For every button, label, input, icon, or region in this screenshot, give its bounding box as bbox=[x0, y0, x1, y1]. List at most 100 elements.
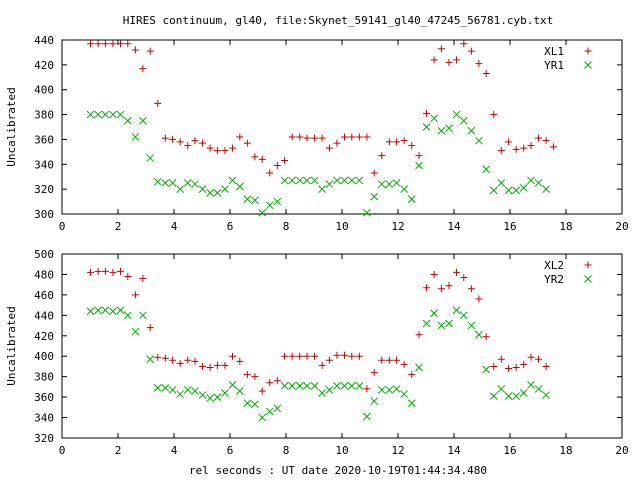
data-point bbox=[109, 268, 117, 276]
data-point bbox=[400, 390, 409, 398]
data-point bbox=[281, 352, 289, 360]
data-point bbox=[482, 365, 491, 374]
data-point bbox=[542, 362, 550, 370]
data-point bbox=[87, 268, 95, 276]
data-point bbox=[109, 40, 117, 48]
data-point bbox=[243, 139, 251, 147]
legend-label: YR1 bbox=[544, 59, 564, 72]
data-point bbox=[311, 134, 319, 142]
data-point bbox=[475, 295, 483, 303]
data-point bbox=[430, 114, 438, 123]
plot-panels: 0 2 4 6 8 10 12 14 16 18 2030032034036038040042044… bbox=[5, 34, 629, 457]
x-tick-label: 18 bbox=[559, 444, 572, 457]
data-point bbox=[512, 145, 520, 153]
data-point bbox=[258, 155, 266, 163]
x-tick-label: 18 bbox=[559, 220, 572, 233]
data-point bbox=[176, 138, 184, 146]
data-point bbox=[235, 387, 244, 395]
data-point bbox=[534, 179, 543, 187]
data-point bbox=[520, 144, 528, 152]
y-tick-label: 400 bbox=[34, 84, 54, 97]
series-XL2 bbox=[87, 267, 550, 395]
data-point bbox=[161, 179, 170, 187]
legend-label: YR2 bbox=[544, 273, 564, 286]
x-tick-label: 20 bbox=[615, 220, 628, 233]
data-point bbox=[266, 379, 274, 387]
data-point bbox=[489, 186, 498, 195]
data-point bbox=[213, 147, 221, 155]
data-point bbox=[415, 331, 423, 339]
data-point bbox=[527, 142, 535, 150]
data-point bbox=[400, 185, 409, 193]
data-point bbox=[347, 176, 356, 185]
x-tick-label: 0 bbox=[59, 220, 66, 233]
data-point bbox=[504, 392, 513, 400]
data-point bbox=[86, 307, 95, 316]
data-point bbox=[161, 134, 169, 142]
y-tick-label: 500 bbox=[34, 248, 54, 261]
data-point bbox=[318, 389, 326, 397]
data-point bbox=[191, 180, 199, 189]
data-point bbox=[378, 356, 386, 364]
data-point bbox=[340, 176, 349, 185]
data-point bbox=[213, 361, 221, 369]
data-point bbox=[117, 267, 125, 275]
data-point bbox=[363, 412, 371, 421]
data-point bbox=[347, 382, 356, 390]
data-point bbox=[288, 352, 296, 360]
data-point bbox=[281, 157, 289, 165]
data-point bbox=[184, 356, 192, 364]
data-point bbox=[370, 169, 378, 177]
data-point bbox=[124, 272, 132, 280]
data-point bbox=[117, 40, 125, 48]
data-point bbox=[154, 353, 162, 361]
data-point bbox=[265, 201, 274, 210]
data-point bbox=[236, 133, 244, 141]
data-point bbox=[296, 133, 304, 141]
y-tick-label: 420 bbox=[34, 59, 54, 72]
data-point bbox=[131, 291, 139, 299]
data-point bbox=[310, 382, 319, 390]
legend-marker bbox=[584, 275, 592, 283]
data-point bbox=[310, 176, 319, 185]
data-point bbox=[535, 134, 543, 142]
data-point bbox=[221, 147, 229, 155]
data-point bbox=[415, 363, 423, 372]
data-point bbox=[423, 284, 431, 292]
data-point bbox=[437, 45, 445, 53]
x-tick-label: 2 bbox=[115, 220, 122, 233]
y-tick-label: 300 bbox=[34, 208, 54, 221]
data-point bbox=[273, 197, 282, 206]
data-point bbox=[363, 385, 371, 393]
data-point bbox=[520, 360, 528, 368]
data-point bbox=[355, 352, 363, 360]
data-point bbox=[445, 58, 453, 66]
data-point bbox=[512, 363, 520, 371]
y-tick-label: 320 bbox=[34, 432, 54, 445]
data-point bbox=[251, 373, 259, 381]
y-tick-label: 380 bbox=[34, 109, 54, 122]
data-point bbox=[131, 46, 139, 54]
y-tick-label: 320 bbox=[34, 183, 54, 196]
data-point bbox=[482, 70, 490, 78]
data-point bbox=[258, 208, 267, 217]
data-point bbox=[94, 267, 102, 275]
data-point bbox=[251, 196, 259, 205]
data-point bbox=[258, 387, 266, 395]
data-point bbox=[191, 387, 199, 395]
data-point bbox=[497, 147, 505, 155]
data-point bbox=[131, 327, 140, 336]
data-point bbox=[206, 394, 214, 402]
data-point bbox=[377, 180, 386, 189]
y-tick-label: 360 bbox=[34, 391, 54, 404]
data-point bbox=[467, 285, 475, 293]
data-point bbox=[453, 268, 461, 276]
data-point bbox=[94, 306, 102, 315]
data-point bbox=[534, 385, 543, 393]
data-point bbox=[168, 179, 177, 187]
data-point bbox=[303, 382, 311, 390]
data-point bbox=[221, 185, 229, 193]
data-point bbox=[467, 321, 476, 330]
x-tick-label: 20 bbox=[615, 444, 628, 457]
x-tick-label: 16 bbox=[503, 220, 516, 233]
